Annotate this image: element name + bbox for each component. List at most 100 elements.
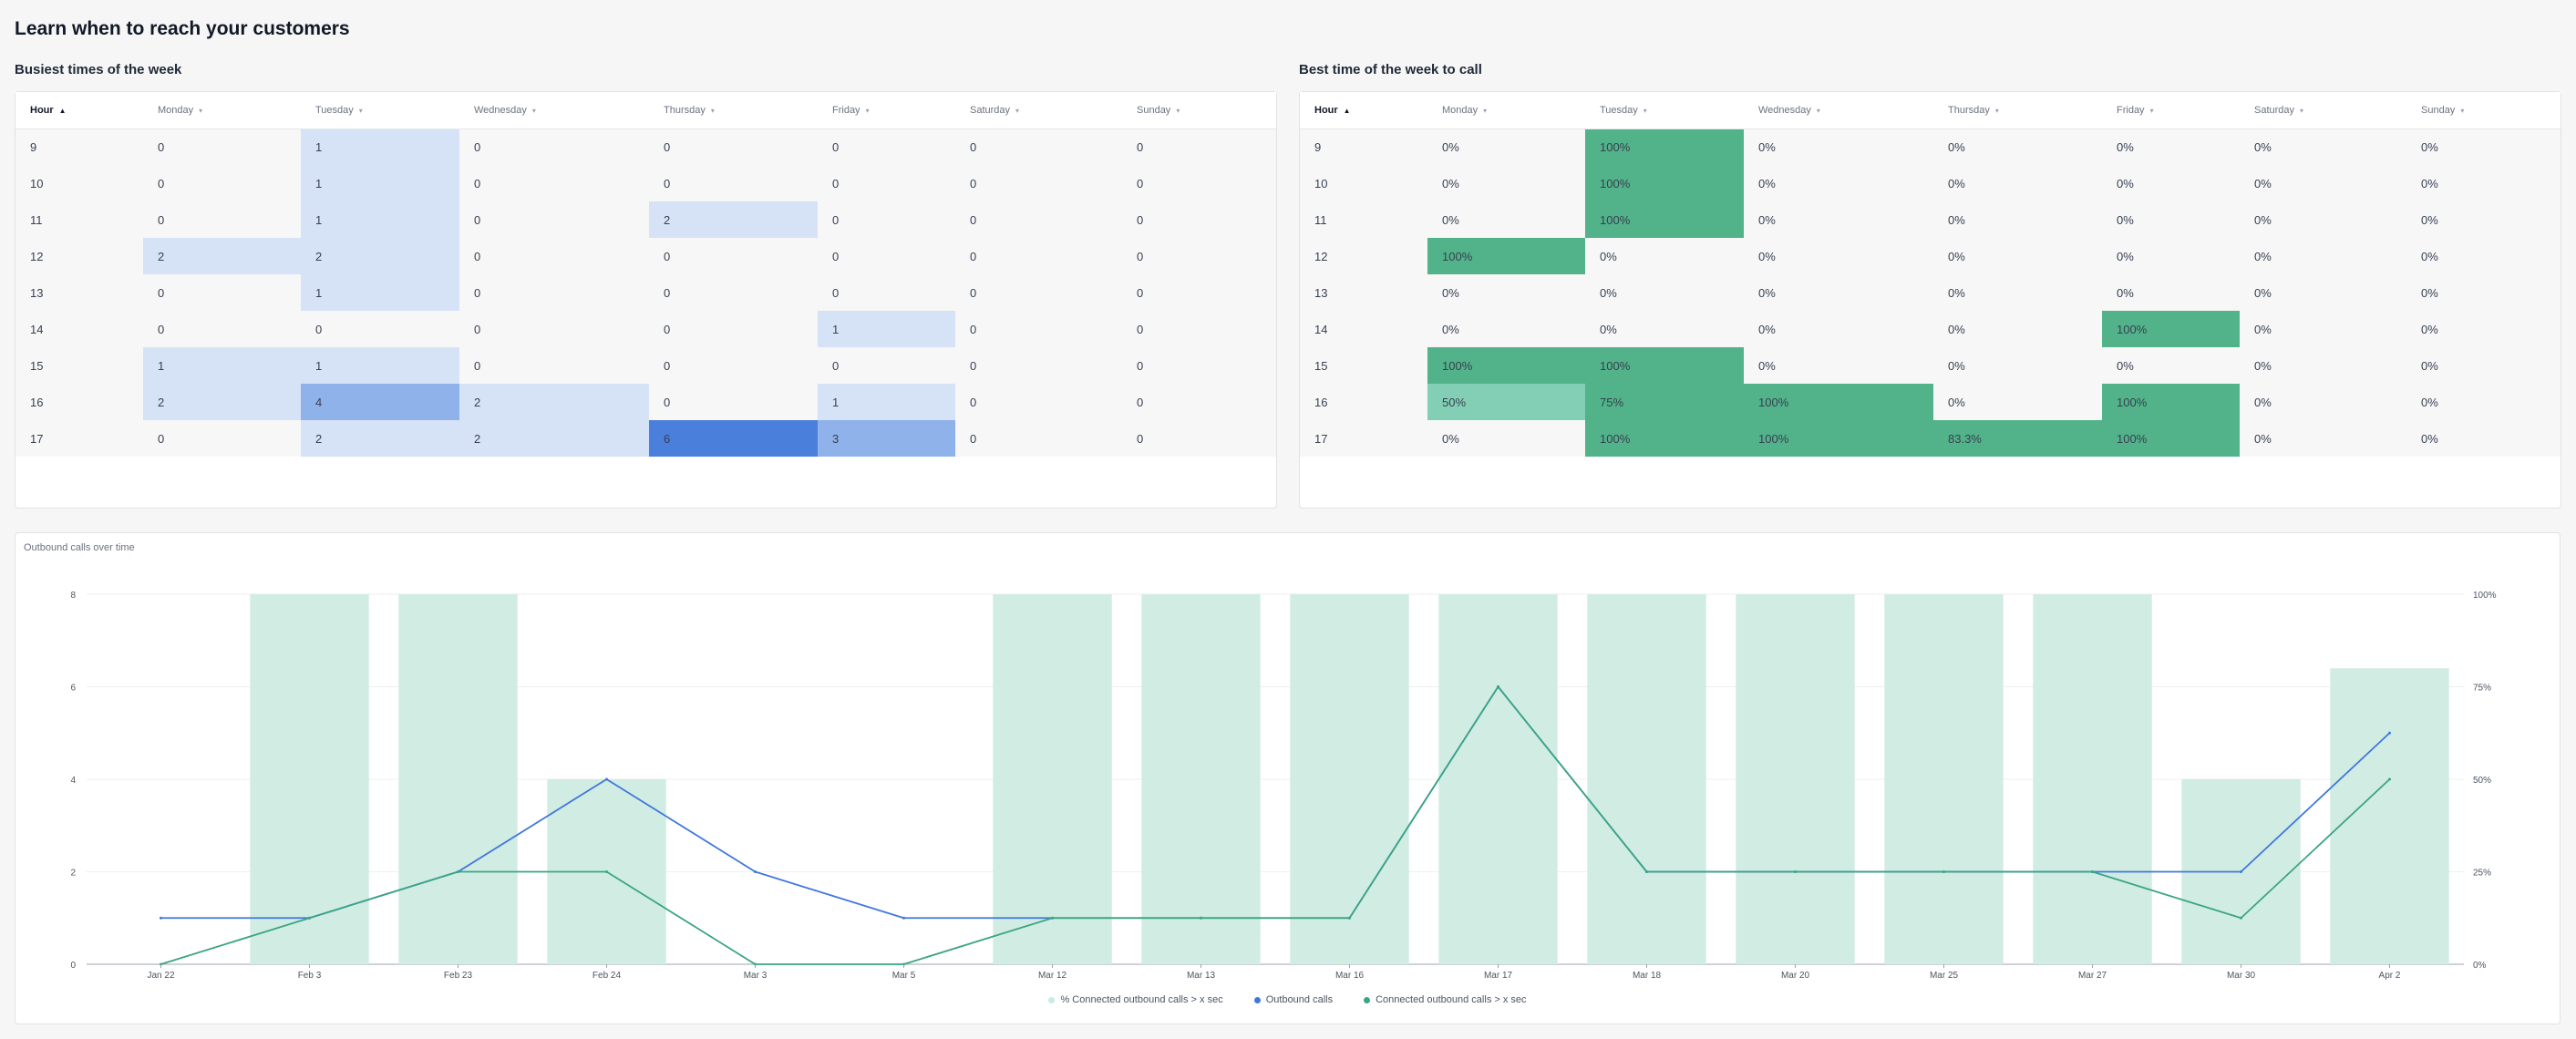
legend-item[interactable]: % Connected outbound calls > x sec bbox=[1048, 994, 1223, 1005]
line-point bbox=[308, 916, 311, 920]
legend-swatch-icon bbox=[1048, 996, 1056, 1003]
y-tick-label: 6 bbox=[70, 684, 76, 694]
column-header-saturday[interactable]: Saturday ▾ bbox=[955, 92, 1122, 129]
sort-caret-icon: ▾ bbox=[199, 106, 203, 115]
sort-caret-icon: ▾ bbox=[1015, 106, 1020, 115]
heat-cell: 0% bbox=[2240, 165, 2406, 201]
heat-cell: 4 bbox=[301, 384, 459, 420]
hour-cell: 17 bbox=[15, 420, 143, 457]
heat-cell: 100% bbox=[1744, 420, 1933, 457]
column-header-friday[interactable]: Friday ▾ bbox=[818, 92, 955, 129]
heat-cell: 0% bbox=[2406, 384, 2561, 420]
column-header-sunday[interactable]: Sunday ▾ bbox=[2406, 92, 2561, 129]
heat-cell: 0% bbox=[1585, 238, 1744, 274]
heat-cell: 0% bbox=[2240, 238, 2406, 274]
line-point bbox=[1497, 685, 1499, 688]
column-header-label: Hour bbox=[30, 104, 54, 116]
bar bbox=[1290, 594, 1409, 964]
column-header-tuesday[interactable]: Tuesday ▾ bbox=[1585, 92, 1744, 129]
column-header-saturday[interactable]: Saturday ▾ bbox=[2240, 92, 2406, 129]
column-header-hour[interactable]: Hour ▲ bbox=[15, 92, 143, 129]
heat-cell: 0% bbox=[2406, 347, 2561, 384]
heat-cell: 0% bbox=[2240, 274, 2406, 311]
busiest-times-title: Busiest times of the week bbox=[15, 62, 182, 77]
heat-cell: 100% bbox=[2102, 384, 2240, 420]
table-row: 13 0 1 0 0 0 0 0 bbox=[15, 274, 1276, 311]
heat-cell: 1 bbox=[301, 129, 459, 165]
heat-cell: 0 bbox=[143, 165, 301, 201]
heat-cell: 0% bbox=[2240, 420, 2406, 457]
heat-cell: 0% bbox=[1744, 201, 1933, 238]
x-tick-label: Mar 25 bbox=[1930, 971, 1959, 981]
heat-cell: 100% bbox=[1585, 129, 1744, 165]
column-header-hour[interactable]: Hour ▲ bbox=[1300, 92, 1427, 129]
heat-cell: 0% bbox=[2102, 347, 2240, 384]
heat-cell: 0 bbox=[818, 238, 955, 274]
heat-cell: 0% bbox=[1427, 201, 1585, 238]
line-point bbox=[457, 870, 459, 873]
heat-cell: 0 bbox=[955, 274, 1122, 311]
column-header-wednesday[interactable]: Wednesday ▾ bbox=[459, 92, 649, 129]
bar bbox=[1438, 594, 1558, 964]
heat-cell: 100% bbox=[1427, 238, 1585, 274]
heat-cell: 0 bbox=[1122, 347, 1276, 384]
bar bbox=[398, 594, 518, 964]
heat-cell: 0 bbox=[459, 165, 649, 201]
column-header-tuesday[interactable]: Tuesday ▾ bbox=[301, 92, 459, 129]
x-tick-label: Mar 20 bbox=[1781, 971, 1810, 981]
line-point bbox=[1942, 870, 1945, 873]
heat-cell: 0 bbox=[143, 129, 301, 165]
heat-cell: 0 bbox=[649, 165, 818, 201]
column-header-label: Sunday bbox=[1137, 104, 1171, 116]
column-header-label: Hour bbox=[1314, 104, 1338, 116]
bar bbox=[2330, 668, 2449, 964]
legend-item[interactable]: Connected outbound calls > x sec bbox=[1364, 994, 1527, 1005]
column-header-label: Sunday bbox=[2421, 104, 2456, 116]
table-row: 11 0% 100% 0% 0% 0% 0% 0% bbox=[1300, 201, 2561, 238]
heat-cell: 0 bbox=[1122, 420, 1276, 457]
hour-cell: 10 bbox=[1300, 165, 1427, 201]
heat-cell: 0 bbox=[1122, 311, 1276, 347]
heat-cell: 0% bbox=[2406, 201, 2561, 238]
heat-cell: 1 bbox=[818, 311, 955, 347]
heat-cell: 0% bbox=[2406, 129, 2561, 165]
hour-cell: 12 bbox=[1300, 238, 1427, 274]
legend-item[interactable]: Outbound calls bbox=[1253, 994, 1333, 1005]
column-header-thursday[interactable]: Thursday ▾ bbox=[1933, 92, 2102, 129]
x-tick-label: Feb 24 bbox=[592, 971, 622, 981]
legend-label: % Connected outbound calls > x sec bbox=[1060, 994, 1223, 1005]
sort-caret-icon: ▾ bbox=[2460, 106, 2465, 115]
heat-cell: 0 bbox=[143, 201, 301, 238]
column-header-label: Thursday bbox=[1948, 104, 1990, 116]
heat-cell: 0% bbox=[1427, 420, 1585, 457]
column-header-friday[interactable]: Friday ▾ bbox=[2102, 92, 2240, 129]
line-point bbox=[605, 870, 608, 873]
heat-cell: 0% bbox=[1585, 311, 1744, 347]
heat-cell: 0 bbox=[459, 347, 649, 384]
heat-cell: 0% bbox=[2406, 165, 2561, 201]
column-header-label: Saturday bbox=[2254, 104, 2295, 116]
heat-cell: 0% bbox=[1933, 347, 2102, 384]
heat-cell: 1 bbox=[301, 165, 459, 201]
legend-label: Connected outbound calls > x sec bbox=[1376, 994, 1527, 1005]
heat-cell: 1 bbox=[301, 274, 459, 311]
table-row: 16 2 4 2 0 1 0 0 bbox=[15, 384, 1276, 420]
heat-cell: 1 bbox=[301, 347, 459, 384]
column-header-wednesday[interactable]: Wednesday ▾ bbox=[1744, 92, 1933, 129]
hour-cell: 9 bbox=[15, 129, 143, 165]
hour-cell: 9 bbox=[1300, 129, 1427, 165]
sort-caret-icon: ▾ bbox=[2300, 106, 2304, 115]
column-header-monday[interactable]: Monday ▾ bbox=[1427, 92, 1585, 129]
heat-cell: 0 bbox=[649, 129, 818, 165]
column-header-thursday[interactable]: Thursday ▾ bbox=[649, 92, 818, 129]
heat-cell: 0 bbox=[955, 165, 1122, 201]
heat-cell: 0 bbox=[1122, 201, 1276, 238]
sort-caret-icon: ▾ bbox=[710, 106, 715, 115]
line-point bbox=[2091, 870, 2094, 873]
hour-cell: 14 bbox=[1300, 311, 1427, 347]
heat-cell: 50% bbox=[1427, 384, 1585, 420]
table-row: 17 0 2 2 6 3 0 0 bbox=[15, 420, 1276, 457]
column-header-monday[interactable]: Monday ▾ bbox=[143, 92, 301, 129]
column-header-sunday[interactable]: Sunday ▾ bbox=[1122, 92, 1276, 129]
